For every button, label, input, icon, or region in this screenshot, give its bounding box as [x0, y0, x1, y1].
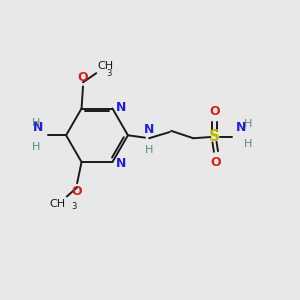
Text: N: N — [144, 123, 154, 136]
Text: H: H — [244, 118, 252, 128]
Text: CH: CH — [49, 199, 65, 208]
Text: N: N — [116, 100, 127, 113]
Text: 3: 3 — [106, 69, 112, 78]
Text: O: O — [72, 185, 83, 198]
Text: O: O — [78, 71, 88, 84]
Text: N: N — [33, 121, 44, 134]
Text: H: H — [145, 145, 153, 155]
Text: CH: CH — [98, 61, 114, 71]
Text: S: S — [209, 129, 220, 144]
Text: O: O — [211, 156, 221, 169]
Text: H: H — [244, 139, 252, 149]
Text: N: N — [116, 157, 127, 170]
Text: H: H — [32, 118, 40, 128]
Text: N: N — [236, 122, 247, 134]
Text: O: O — [209, 105, 220, 118]
Text: 3: 3 — [71, 202, 76, 211]
Text: H: H — [32, 142, 40, 152]
